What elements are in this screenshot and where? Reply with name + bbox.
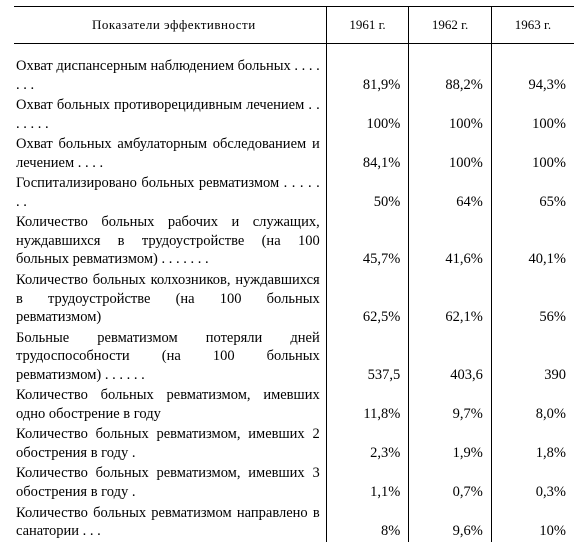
row-value: 100% — [409, 134, 492, 173]
table-row: Количество больных колхозников, нуждавши… — [14, 270, 574, 328]
row-value: 8% — [326, 503, 409, 542]
row-value: 537,5 — [326, 328, 409, 386]
row-label: Охват больных амбулаторным обследованием… — [14, 134, 326, 173]
row-value: 11,8% — [326, 385, 409, 424]
table-row: Охват больных противорецидивным лечением… — [14, 95, 574, 134]
row-value: 45,7% — [326, 212, 409, 270]
row-value: 62,1% — [409, 270, 492, 328]
row-value: 100% — [491, 95, 574, 134]
row-value: 8,0% — [491, 385, 574, 424]
row-value: 403,6 — [409, 328, 492, 386]
row-label: Количество больных колхозников, нуждавши… — [14, 270, 326, 328]
row-value: 94,3% — [491, 56, 574, 95]
row-label: Количество больных ревматизмом, имевших … — [14, 424, 326, 463]
row-value: 62,5% — [326, 270, 409, 328]
row-value: 84,1% — [326, 134, 409, 173]
row-value: 56% — [491, 270, 574, 328]
table-header-row: Показатели эффективности 1961 г. 1962 г.… — [14, 7, 574, 44]
header-year-1: 1962 г. — [409, 7, 492, 44]
row-label: Госпитализировано больных ревматизмом . … — [14, 173, 326, 212]
row-label: Количество больных рабочих и служащих, н… — [14, 212, 326, 270]
table-row: Количество больных ревматизмом направлен… — [14, 503, 574, 542]
row-label: Количество больных ревматизмом направлен… — [14, 503, 326, 542]
row-value: 40,1% — [491, 212, 574, 270]
row-value: 50% — [326, 173, 409, 212]
row-label: Количество больных ревматизмом, имевших … — [14, 385, 326, 424]
header-metric: Показатели эффективности — [14, 7, 326, 44]
row-value: 0,7% — [409, 463, 492, 502]
row-label: Больные ревматизмом потеряли дней трудос… — [14, 328, 326, 386]
effectiveness-table: Показатели эффективности 1961 г. 1962 г.… — [14, 6, 574, 542]
row-value: 100% — [491, 134, 574, 173]
table-row: Охват больных амбулаторным обследованием… — [14, 134, 574, 173]
row-value: 100% — [409, 95, 492, 134]
row-value: 10% — [491, 503, 574, 542]
row-value: 41,6% — [409, 212, 492, 270]
row-value: 9,7% — [409, 385, 492, 424]
row-label: Количество больных ревматизмом, имевших … — [14, 463, 326, 502]
row-value: 64% — [409, 173, 492, 212]
row-value: 390 — [491, 328, 574, 386]
row-value: 1,9% — [409, 424, 492, 463]
row-value: 1,1% — [326, 463, 409, 502]
table-row: Количество больных ревматизмом, имевших … — [14, 463, 574, 502]
table-row: Количество больных ревматизмом, имевших … — [14, 385, 574, 424]
row-label: Охват диспансерным наблюдением больных .… — [14, 56, 326, 95]
table-row: Количество больных ревматизмом, имевших … — [14, 424, 574, 463]
row-label: Охват больных противорецидивным лечением… — [14, 95, 326, 134]
row-value: 2,3% — [326, 424, 409, 463]
row-value: 1,8% — [491, 424, 574, 463]
row-value: 9,6% — [409, 503, 492, 542]
row-value: 88,2% — [409, 56, 492, 95]
table-row: Больные ревматизмом потеряли дней трудос… — [14, 328, 574, 386]
table-scan: { "type": "table", "columns": { "metric_… — [0, 0, 588, 552]
table-row: Охват диспансерным наблюдением больных .… — [14, 56, 574, 95]
row-value: 65% — [491, 173, 574, 212]
row-value: 100% — [326, 95, 409, 134]
header-year-2: 1963 г. — [491, 7, 574, 44]
row-value: 0,3% — [491, 463, 574, 502]
table-row: Количество больных рабочих и служащих, н… — [14, 212, 574, 270]
row-value: 81,9% — [326, 56, 409, 95]
table-row: Госпитализировано больных ревматизмом . … — [14, 173, 574, 212]
header-year-0: 1961 г. — [326, 7, 409, 44]
